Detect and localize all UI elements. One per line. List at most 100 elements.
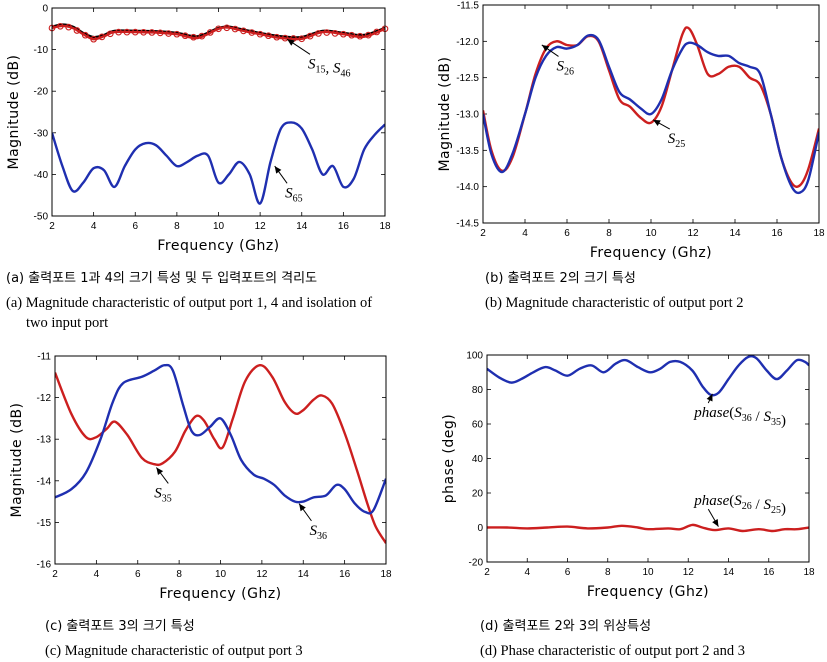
series-line-s26 (483, 33, 819, 195)
annotation-arrow-head (706, 393, 713, 402)
x-tick-label: 2 (480, 228, 486, 239)
series-line-s15 (52, 23, 385, 39)
x-tick-label: 12 (683, 567, 695, 578)
y-tick-label: -13 (37, 435, 52, 446)
series-line-s65 (52, 121, 385, 205)
series-marker-s46 (315, 30, 322, 37)
series-line-s36 (55, 363, 386, 515)
series-marker-s46 (173, 30, 181, 38)
x-tick-label: 18 (380, 569, 392, 580)
annotation-label: S36 (309, 523, 327, 542)
y-tick-label: -30 (34, 128, 49, 139)
series-marker-s46 (190, 33, 197, 41)
series-marker-s46 (181, 32, 189, 40)
series-marker-s46 (90, 35, 97, 43)
x-tick-label: 8 (174, 221, 180, 232)
series-marker-s46 (240, 27, 247, 35)
y-axis-label: Magnitude (dB) (437, 56, 453, 171)
x-tick-label: 8 (606, 228, 612, 239)
series-marker-s46 (56, 22, 64, 30)
y-tick-label: 20 (472, 489, 484, 500)
y-tick-label: 0 (42, 4, 48, 15)
series-marker-s46 (265, 32, 272, 40)
x-tick-label: 18 (813, 228, 825, 239)
series-marker-s46 (131, 28, 139, 36)
chart-panel-b: 2 4 6 8 10 12 14 16 18 -11.5 -12.0 -12.5 -13.0 -13.5 -… (437, 1, 825, 262)
x-tick-label: 2 (52, 569, 58, 580)
x-axis-label: Frequency (Ghz) (590, 245, 712, 261)
x-tick-label: 6 (564, 228, 570, 239)
caption-c-english: (c) Magnitude characteristic of output p… (45, 643, 303, 659)
x-axis-label: Frequency (Ghz) (587, 584, 709, 600)
y-axis-label: Magnitude (dB) (6, 54, 22, 169)
chart-panel-d: 2 4 6 8 10 12 14 16 18 -20 0 20 40 60 80 100 Frequency (… (441, 351, 815, 601)
x-tick-label: 14 (729, 228, 741, 239)
chart-panel-a: 2 4 6 8 10 12 14 16 18 0 -10 -20 -30 -40 -50 Frequency … (6, 4, 391, 255)
series-marker-s46 (81, 31, 89, 39)
x-tick-label: 16 (763, 567, 775, 578)
annotation-arrow-head (299, 503, 306, 512)
x-tick-label: 6 (135, 569, 141, 580)
series-marker-s46 (115, 28, 122, 36)
series-marker-s46 (106, 30, 114, 38)
annotation-arrow-head (287, 39, 295, 46)
series-marker-s46 (373, 28, 381, 36)
caption-a-english-line2: two input port (26, 315, 109, 331)
series-marker-s46 (281, 34, 289, 42)
y-tick-label: -16 (37, 560, 52, 571)
series-marker-s46 (273, 33, 281, 41)
y-tick-label: -12 (37, 393, 52, 404)
x-tick-label: 10 (642, 567, 654, 578)
series-marker-s46 (73, 27, 81, 34)
y-tick-label: -20 (34, 87, 49, 98)
y-tick-label: 100 (466, 351, 483, 362)
annotation-b-1: S25 (652, 119, 686, 150)
x-tick-label: 4 (522, 228, 528, 239)
series-marker-s46 (365, 31, 372, 39)
x-tick-label: 8 (605, 567, 611, 578)
x-tick-label: 12 (256, 569, 268, 580)
x-tick-label: 4 (91, 221, 97, 232)
series-marker-s46 (223, 24, 231, 32)
x-tick-label: 12 (687, 228, 699, 239)
x-tick-label: 16 (339, 569, 351, 580)
caption-d-english: (d) Phase characteristic of output port … (480, 643, 745, 659)
y-tick-label: -14.0 (456, 182, 479, 193)
y-tick-label: 0 (477, 523, 483, 534)
plot-frame (486, 354, 810, 563)
series-marker-s46 (156, 29, 164, 37)
annotation-label: S26 (557, 58, 575, 77)
caption-a-korean: (a) 출력포트 1과 4의 크기 특성 및 두 입력포트의 격리도 (6, 271, 318, 286)
y-tick-label: 80 (472, 385, 484, 396)
series-marker-s46 (165, 30, 172, 37)
y-tick-label: -50 (34, 212, 49, 223)
series-line-phases36s35 (487, 355, 809, 397)
annotation-c-0: S35 (154, 467, 172, 504)
caption-c-korean: (c) 출력포트 3의 크기 특성 (45, 619, 195, 634)
series-marker-s46 (198, 32, 206, 40)
x-axis-label: Frequency (Ghz) (159, 586, 281, 602)
series-marker-s46 (215, 25, 222, 33)
x-tick-label: 6 (132, 221, 138, 232)
x-tick-label: 10 (215, 569, 227, 580)
y-axis-label: Magnitude (dB) (9, 402, 25, 517)
x-tick-label: 6 (565, 567, 571, 578)
annotation-d-1: phase(S26 / S25) (693, 493, 786, 527)
series-marker-s46 (256, 30, 264, 38)
annotation-arrow-head (541, 44, 550, 52)
y-tick-label: 60 (472, 420, 484, 431)
series-marker-s46 (323, 29, 331, 36)
caption-d-korean: (d) 출력포트 2와 3의 위상특성 (480, 619, 652, 634)
series-line-phases26s25 (487, 523, 809, 533)
series-marker-s46 (306, 32, 314, 40)
annotation-label: phase(S26 / S25) (693, 493, 786, 517)
y-tick-label: -40 (34, 170, 49, 181)
series-marker-s46 (65, 23, 72, 31)
y-tick-label: -14 (37, 476, 52, 487)
y-tick-label: -11 (37, 352, 51, 363)
caption-b-english: (b) Magnitude characteristic of output p… (485, 295, 744, 311)
series-marker-s46 (231, 25, 239, 33)
annotation-label: S65 (285, 185, 303, 204)
annotation-label: S25 (668, 131, 686, 150)
